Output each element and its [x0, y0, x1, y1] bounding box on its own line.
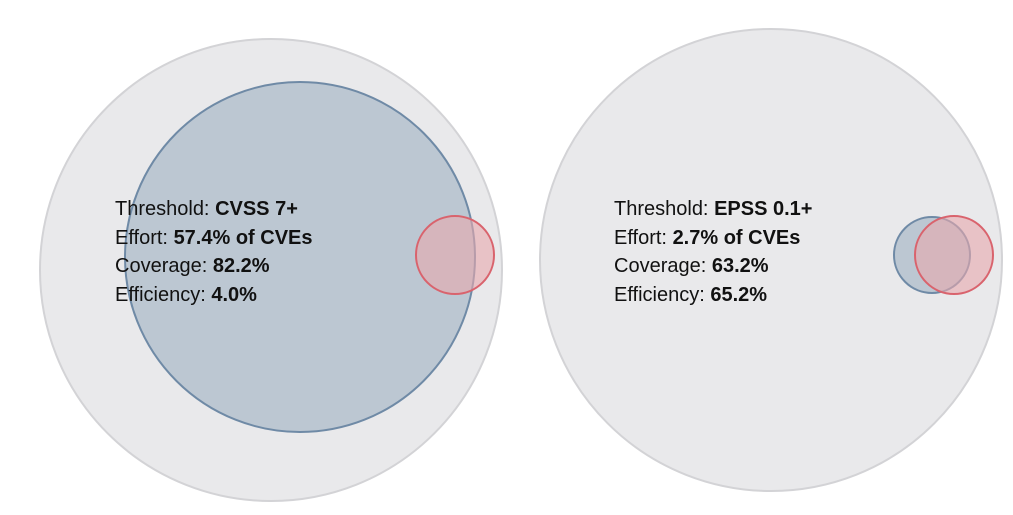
- efficiency-value: 65.2%: [710, 283, 768, 306]
- coverage-row: Coverage: 63.2%: [614, 252, 812, 281]
- coverage-value: 82.2%: [212, 255, 270, 277]
- efficiency-row: Efficiency: 4.0%: [115, 281, 313, 310]
- efficiency-value: 4.0%: [211, 283, 257, 306]
- coverage-label: Coverage:: [115, 255, 208, 277]
- threshold-row: Threshold: EPSS 0.1+: [614, 195, 812, 224]
- exploited-cves-circle-left: [415, 215, 495, 295]
- threshold-value: CVSS 7+: [215, 198, 298, 220]
- effort-value: 57.4% of CVEs: [173, 226, 313, 249]
- effort-row: Effort: 57.4% of CVEs: [115, 224, 313, 253]
- cvss-stats: Threshold: CVSS 7+ Effort: 57.4% of CVEs…: [115, 195, 313, 309]
- epss-stats: Threshold: EPSS 0.1+ Effort: 2.7% of CVE…: [614, 195, 812, 309]
- effort-label: Effort:: [115, 226, 168, 249]
- exploited-cves-circle-right: [914, 215, 994, 295]
- effort-value: 2.7% of CVEs: [672, 226, 801, 249]
- coverage-row: Coverage: 82.2%: [115, 252, 313, 281]
- efficiency-label: Efficiency:: [614, 283, 705, 306]
- threshold-value: EPSS 0.1+: [714, 198, 813, 220]
- effort-row: Effort: 2.7% of CVEs: [614, 224, 812, 253]
- threshold-row: Threshold: CVSS 7+: [115, 195, 313, 224]
- coverage-label: Coverage:: [614, 255, 707, 277]
- efficiency-label: Efficiency:: [115, 283, 206, 306]
- threshold-label: Threshold:: [115, 198, 210, 220]
- effort-label: Effort:: [614, 226, 667, 249]
- threshold-label: Threshold:: [614, 198, 709, 220]
- efficiency-row: Efficiency: 65.2%: [614, 281, 812, 310]
- all-cves-circle-right: [539, 28, 1003, 492]
- coverage-value: 63.2%: [711, 255, 769, 277]
- cvss-venn: [39, 38, 503, 502]
- epss-venn: [539, 28, 1003, 492]
